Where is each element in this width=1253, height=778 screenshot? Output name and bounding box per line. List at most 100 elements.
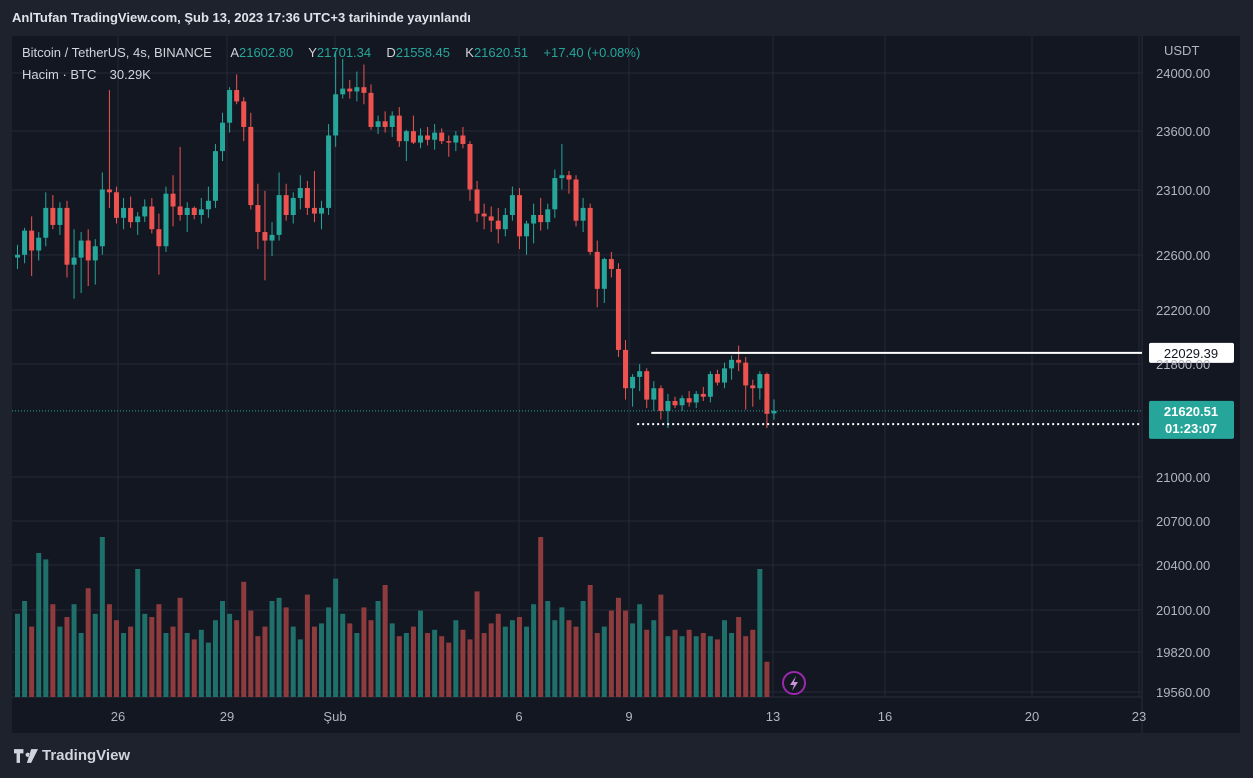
candle-body [375, 121, 381, 127]
volume-bar [722, 620, 727, 697]
volume-bar [99, 537, 105, 697]
candle-body [460, 135, 466, 144]
candle-body [594, 251, 600, 289]
level-label: 22029.39 [1164, 346, 1218, 361]
y-tick-label: 20700.00 [1156, 514, 1210, 529]
candle-body [361, 87, 367, 93]
legend-low-label: D [386, 45, 396, 60]
legend-symbol: Bitcoin / TetherUS, 4s, BINANCE [22, 45, 212, 60]
candle-body [623, 349, 629, 389]
legend-high: 21701.34 [316, 45, 372, 60]
candle-body [516, 195, 522, 237]
lightning-icon [782, 671, 806, 695]
volume-bar [113, 620, 119, 697]
candle [283, 183, 289, 221]
candle-body [121, 207, 127, 218]
volume-bar [92, 613, 98, 697]
candle [538, 197, 544, 231]
lightning-icon-bolt [790, 676, 798, 691]
volume-bar [347, 623, 353, 697]
candle-body [403, 131, 409, 142]
candle-body [255, 205, 261, 233]
volume-bar [658, 594, 664, 697]
candle [149, 197, 155, 234]
candle-body [453, 135, 459, 143]
candle [29, 216, 35, 277]
volume-bar [304, 594, 310, 697]
candle-body [729, 359, 735, 369]
footer-brand-text: TradingView [42, 747, 131, 764]
candle-body [149, 206, 155, 230]
candle-body [679, 398, 685, 406]
currency-label: USDT [1164, 43, 1199, 58]
candle-body [714, 374, 720, 383]
volume-bar [64, 617, 70, 697]
volume-bars [15, 537, 770, 697]
footer-brand[interactable]: TradingView [14, 747, 130, 764]
candle [43, 192, 49, 247]
volume-bar [417, 610, 423, 697]
level-label-box [1149, 342, 1234, 363]
candle [707, 371, 713, 403]
candle [170, 175, 176, 227]
volume-bar [467, 639, 473, 697]
candle [290, 192, 296, 224]
candle-body [545, 209, 551, 223]
volume-bar [361, 607, 367, 697]
volume-bar [672, 629, 678, 697]
candle [481, 203, 487, 230]
volume-bar [509, 620, 515, 697]
candle-body [389, 115, 395, 127]
candle [99, 172, 105, 255]
candle [22, 227, 28, 264]
candle-body [248, 126, 254, 206]
candle [750, 379, 756, 407]
legend-close-label: K [465, 45, 474, 60]
candle-body [241, 101, 247, 127]
candle [220, 112, 226, 162]
candle [467, 141, 473, 201]
volume-bar [142, 613, 148, 697]
candle [361, 64, 367, 105]
candle [57, 202, 63, 235]
candle-body [382, 121, 388, 127]
y-tick-label: 20400.00 [1156, 558, 1210, 573]
x-tick-label: 13 [766, 709, 780, 724]
candle [439, 128, 445, 144]
price-candles [15, 51, 777, 428]
candle [453, 131, 459, 152]
volume-bar [552, 620, 558, 697]
candle [347, 80, 353, 99]
volume-bar [340, 613, 346, 697]
volume-bar [693, 636, 699, 697]
volume-bar [135, 569, 141, 697]
candle [135, 212, 141, 235]
candle-body [615, 268, 621, 350]
candle-body [538, 215, 544, 223]
volume-bar [163, 633, 169, 697]
candle-body [693, 393, 699, 403]
candle [311, 170, 317, 223]
candle [403, 129, 409, 162]
candle-body [36, 237, 42, 251]
volume-bar [608, 610, 614, 697]
candle [319, 200, 325, 230]
volume-bar [594, 633, 600, 697]
y-tick-label: 19820.00 [1156, 645, 1210, 660]
candle [227, 87, 233, 133]
volume-bar [248, 610, 254, 697]
candle-body [559, 175, 565, 179]
candle [601, 257, 607, 304]
candle-body [750, 385, 756, 389]
candle [672, 396, 678, 409]
candle-body [700, 393, 706, 397]
volume-bar [750, 629, 756, 697]
volume-bar [460, 629, 466, 697]
candle-body [64, 207, 70, 265]
candle [262, 190, 268, 281]
candle [446, 135, 452, 157]
candle [425, 126, 431, 146]
legend-volume-value: 30.29K [109, 67, 151, 82]
volume-bar [714, 639, 720, 697]
